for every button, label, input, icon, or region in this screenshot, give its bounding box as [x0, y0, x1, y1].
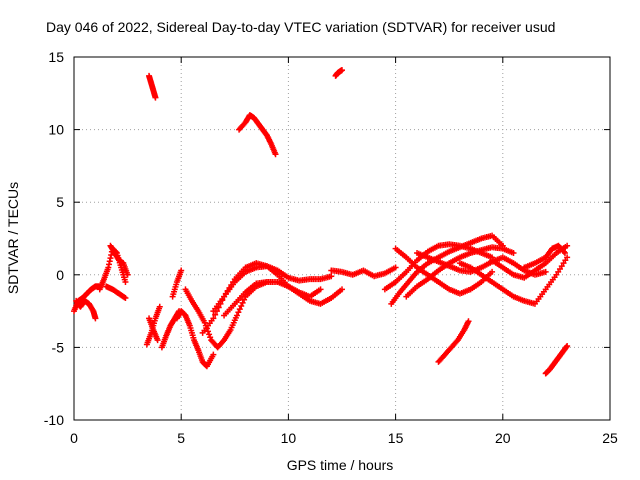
- y-tick-label: -10: [44, 412, 64, 428]
- series-arc-z: [521, 242, 568, 271]
- data-point: [235, 309, 242, 316]
- data-point: [212, 311, 219, 318]
- series-arc-j: [169, 267, 185, 300]
- data-point: [233, 312, 240, 319]
- data-point: [510, 250, 517, 257]
- y-tick-label: -5: [52, 339, 65, 355]
- data-point: [122, 295, 129, 302]
- x-tick-label: 25: [602, 430, 618, 446]
- series-arc-h: [146, 315, 161, 344]
- series-arc-k: [173, 308, 217, 370]
- data-point: [206, 331, 213, 338]
- series-arc-ab: [542, 342, 571, 377]
- data-point: [236, 306, 243, 313]
- data-point: [542, 268, 549, 275]
- grid: [74, 57, 610, 420]
- data-point: [92, 315, 99, 322]
- plot-frame: [73, 56, 611, 421]
- data-point: [489, 268, 496, 275]
- y-tick-label: 15: [48, 49, 64, 65]
- y-axis-title: SDTVAR / TECUs: [5, 182, 21, 294]
- x-tick-label: 0: [70, 430, 78, 446]
- series-arc-q: [332, 67, 345, 79]
- series-arc-o: [221, 279, 345, 319]
- data-point: [317, 286, 324, 293]
- data-point: [210, 315, 217, 322]
- series-arc-r: [328, 264, 399, 280]
- data-point: [564, 242, 571, 249]
- y-tick-label: 0: [56, 267, 64, 283]
- data-point: [564, 342, 571, 349]
- data-point: [465, 318, 472, 325]
- y-tick-label: 5: [56, 194, 64, 210]
- data-point: [201, 319, 208, 326]
- data-point: [564, 254, 571, 261]
- data-point: [207, 334, 214, 341]
- series-arc-t: [388, 232, 506, 307]
- data-point: [154, 337, 161, 344]
- data-point: [178, 267, 185, 274]
- chart-title: Day 046 of 2022, Sidereal Day-to-day VTE…: [46, 19, 555, 35]
- series-arc-x: [456, 254, 571, 307]
- data-point: [561, 250, 568, 257]
- data-point: [156, 303, 163, 310]
- y-tick-label: 10: [48, 122, 64, 138]
- data-point: [124, 271, 131, 278]
- series-arc-l: [182, 279, 270, 351]
- data-point: [205, 328, 211, 335]
- data-point: [238, 303, 245, 310]
- x-tick-label: 20: [495, 430, 511, 446]
- data-point: [272, 151, 279, 158]
- series-arc-aa: [435, 318, 472, 365]
- data-point: [241, 296, 248, 303]
- data-point: [152, 94, 159, 101]
- series-arc-p: [236, 112, 279, 158]
- series-arc-d: [107, 242, 131, 278]
- data-point: [339, 286, 345, 293]
- series-arc-f: [146, 72, 159, 101]
- data-point: [210, 351, 217, 358]
- data-points: [71, 67, 571, 377]
- series-arc-v: [403, 244, 517, 300]
- series-arc-e: [103, 283, 129, 302]
- x-tick-label: 10: [281, 430, 297, 446]
- x-tick-label: 5: [177, 430, 185, 446]
- series-arc-y: [489, 242, 571, 281]
- x-tick-label: 15: [388, 430, 404, 446]
- data-point: [339, 67, 345, 74]
- data-point: [239, 299, 246, 306]
- data-point: [122, 279, 129, 286]
- series-arc-n: [210, 260, 324, 315]
- x-axis-title: GPS time / hours: [287, 457, 394, 473]
- data-point: [560, 248, 567, 255]
- axis-ticks: 0 5 10 15 20 25 -10 -5 0 5 10 15: [44, 49, 618, 446]
- data-point: [392, 264, 399, 271]
- data-point: [328, 273, 335, 280]
- series-arc-b: [73, 297, 99, 322]
